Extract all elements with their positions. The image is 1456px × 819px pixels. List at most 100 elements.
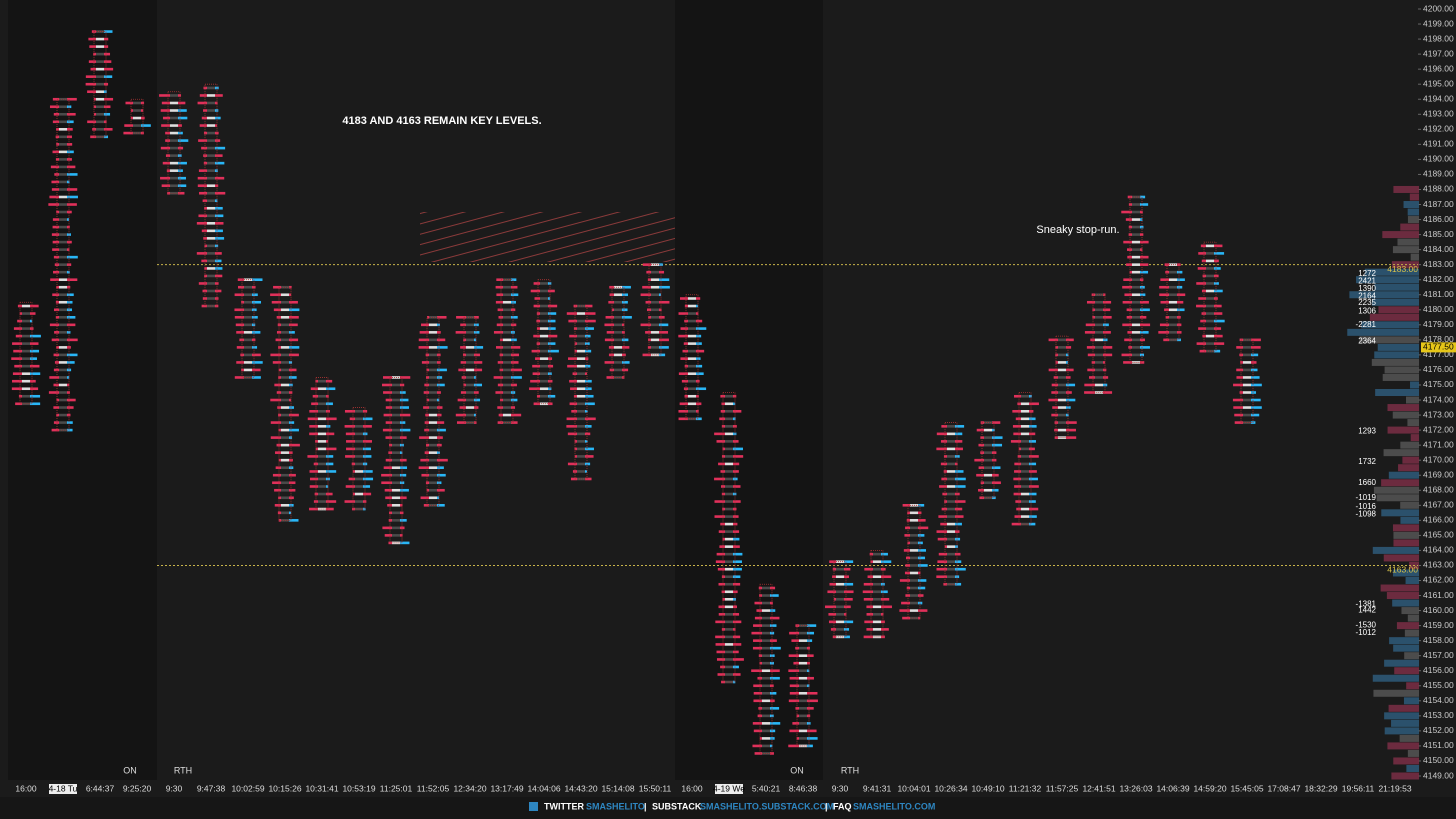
y-tick-label: 4197.00 [1423, 48, 1454, 58]
ask-volume [733, 500, 741, 503]
x-tick-label: 11:57:25 [1046, 783, 1079, 793]
profile-label: -1530 [1356, 621, 1377, 630]
bid-volume [87, 120, 96, 124]
bid-volume [717, 673, 725, 676]
ask-volume [1029, 522, 1036, 526]
bid-volume [1122, 285, 1132, 289]
cell [318, 447, 326, 451]
cell [910, 594, 918, 597]
bid-volume [423, 503, 429, 507]
bid-volume [1092, 316, 1095, 319]
cell [577, 432, 585, 436]
bid-volume [201, 116, 207, 120]
bid-volume [201, 146, 207, 150]
profile-label: 1272 [1358, 269, 1376, 278]
ask-volume [215, 229, 223, 233]
cell [281, 368, 289, 372]
ask-volume [363, 425, 372, 428]
profile-bar [1384, 659, 1419, 667]
bid-volume [832, 575, 836, 579]
ask-volume [918, 556, 926, 560]
ask-volume [1066, 346, 1072, 349]
cell [873, 628, 881, 631]
cell [133, 101, 141, 105]
ask-volume [733, 628, 736, 631]
profile-bar [1384, 727, 1419, 735]
bid-volume [1165, 316, 1169, 319]
cell [207, 206, 215, 210]
ask-volume [548, 319, 556, 323]
cell [355, 477, 363, 481]
ask-volume [733, 590, 738, 594]
bid-volume [49, 195, 59, 199]
ask-volume [178, 146, 184, 150]
cell [207, 229, 215, 233]
cell [1243, 406, 1251, 409]
ask-volume [955, 432, 963, 436]
profile-bar [1410, 381, 1419, 389]
cell [281, 308, 289, 312]
bid-volume [1236, 346, 1243, 349]
cell [1095, 300, 1103, 304]
cell [170, 191, 178, 195]
footer-link[interactable]: SMASHELITO.COM [853, 801, 935, 811]
ask-volume [918, 616, 921, 620]
cell [133, 131, 141, 135]
cell [725, 590, 733, 594]
profile-bar [1375, 389, 1419, 396]
bid-volume [1123, 240, 1132, 244]
ask-volume [326, 440, 329, 443]
ask-volume [252, 293, 258, 297]
cell [540, 282, 548, 285]
footer-link[interactable]: SMASHELITO.SUBSTACK.COM [700, 801, 834, 811]
profile-bar [1394, 667, 1419, 675]
ask-volume [1140, 255, 1149, 259]
bid-volume [275, 451, 281, 454]
cell [984, 451, 992, 454]
cell [1169, 285, 1177, 289]
cell [1058, 376, 1066, 379]
bid-volume [830, 628, 836, 631]
profile-bar [1382, 231, 1419, 239]
cell [540, 387, 548, 391]
profile-bar [1406, 682, 1419, 690]
bid-volume [311, 402, 318, 406]
bid-volume [532, 372, 540, 376]
ask-volume [918, 609, 928, 612]
ask-volume [178, 116, 188, 120]
ask-volume [474, 361, 483, 364]
cell [466, 368, 474, 372]
cell [244, 323, 252, 327]
cell [762, 624, 770, 627]
ask-volume [955, 447, 963, 451]
footer-link[interactable]: SMASHELITO [586, 801, 645, 811]
bid-volume [714, 515, 725, 518]
ask-volume [30, 357, 37, 360]
session-label: ON [790, 765, 804, 775]
ask-volume [1103, 331, 1111, 334]
bid-volume [721, 590, 725, 594]
cell [392, 428, 400, 432]
cell [1206, 349, 1214, 353]
ask-volume [1214, 304, 1222, 308]
cell [1169, 338, 1177, 342]
cell [947, 440, 955, 443]
cell [1132, 278, 1140, 282]
ask-volume [696, 409, 699, 413]
bid-volume [423, 391, 429, 394]
ask-volume [733, 537, 740, 541]
ask-volume [1103, 346, 1113, 349]
x-tick-label: 12:41:51 [1082, 783, 1115, 793]
cell [429, 443, 437, 447]
bid-volume [385, 398, 392, 402]
cell [281, 361, 289, 364]
profile-label: 2421 [1358, 276, 1376, 285]
cell [244, 353, 252, 357]
cell [688, 304, 696, 308]
bid-volume [720, 522, 725, 526]
y-tick-label: 4194.00 [1423, 93, 1454, 103]
cell [688, 319, 696, 323]
bid-volume [936, 575, 947, 579]
cell [96, 82, 104, 86]
ask-volume [807, 676, 814, 680]
